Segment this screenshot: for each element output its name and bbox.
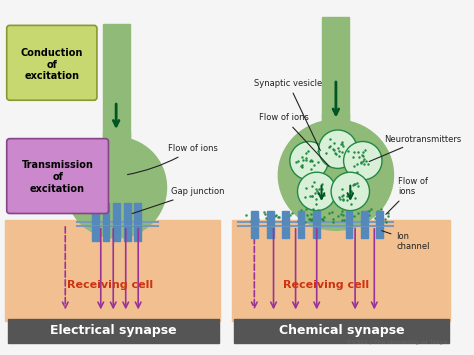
- Bar: [134, 203, 141, 224]
- Bar: [232, 220, 450, 321]
- Bar: [103, 203, 109, 224]
- Circle shape: [344, 142, 382, 180]
- Bar: [5, 220, 220, 321]
- Bar: [298, 227, 304, 239]
- Text: Flow of ions: Flow of ions: [128, 144, 218, 175]
- Ellipse shape: [66, 137, 166, 238]
- Bar: [113, 203, 120, 224]
- Bar: [322, 17, 349, 122]
- Text: Receiving cell: Receiving cell: [283, 280, 369, 290]
- Bar: [322, 113, 349, 180]
- Bar: [103, 132, 129, 190]
- Bar: [346, 211, 352, 225]
- Bar: [376, 211, 383, 225]
- Bar: [8, 319, 219, 343]
- Text: Gap junction: Gap junction: [132, 187, 224, 214]
- Bar: [376, 227, 383, 239]
- Bar: [134, 226, 141, 241]
- Text: Synaptic vesicle: Synaptic vesicle: [255, 79, 323, 151]
- Bar: [113, 226, 120, 241]
- Text: Flow of ions: Flow of ions: [259, 113, 329, 166]
- Bar: [298, 211, 304, 225]
- Bar: [361, 211, 367, 225]
- Text: Electrical synapse: Electrical synapse: [50, 324, 176, 337]
- Circle shape: [298, 172, 336, 211]
- Bar: [92, 203, 99, 224]
- Text: Neurotransmitters: Neurotransmitters: [369, 135, 461, 162]
- Bar: [267, 211, 273, 225]
- Bar: [313, 211, 319, 225]
- FancyBboxPatch shape: [7, 25, 97, 100]
- Circle shape: [319, 130, 357, 168]
- Ellipse shape: [278, 120, 393, 230]
- Bar: [346, 227, 352, 239]
- Bar: [282, 211, 289, 225]
- Text: Receiving cell: Receiving cell: [67, 280, 154, 290]
- Text: Flow of
ions: Flow of ions: [386, 177, 428, 214]
- Bar: [92, 226, 99, 241]
- Bar: [251, 211, 258, 225]
- FancyBboxPatch shape: [7, 139, 109, 213]
- Bar: [103, 226, 109, 241]
- Bar: [124, 226, 130, 241]
- Bar: [124, 203, 130, 224]
- Bar: [267, 227, 273, 239]
- Circle shape: [331, 172, 370, 211]
- Bar: [313, 227, 319, 239]
- Circle shape: [290, 142, 328, 180]
- Text: Conduction
of
excitation: Conduction of excitation: [21, 48, 83, 81]
- Bar: [282, 227, 289, 239]
- Bar: [251, 227, 258, 239]
- Text: Ion
channel: Ion channel: [382, 231, 430, 251]
- Text: Transmission
of
excitation: Transmission of excitation: [22, 160, 93, 193]
- Text: Chemical synapse: Chemical synapse: [279, 324, 404, 337]
- Bar: [361, 227, 367, 239]
- Text: ©CSLS / The University of Tokyo: ©CSLS / The University of Tokyo: [346, 339, 447, 345]
- Bar: [103, 24, 129, 149]
- Bar: [234, 319, 449, 343]
